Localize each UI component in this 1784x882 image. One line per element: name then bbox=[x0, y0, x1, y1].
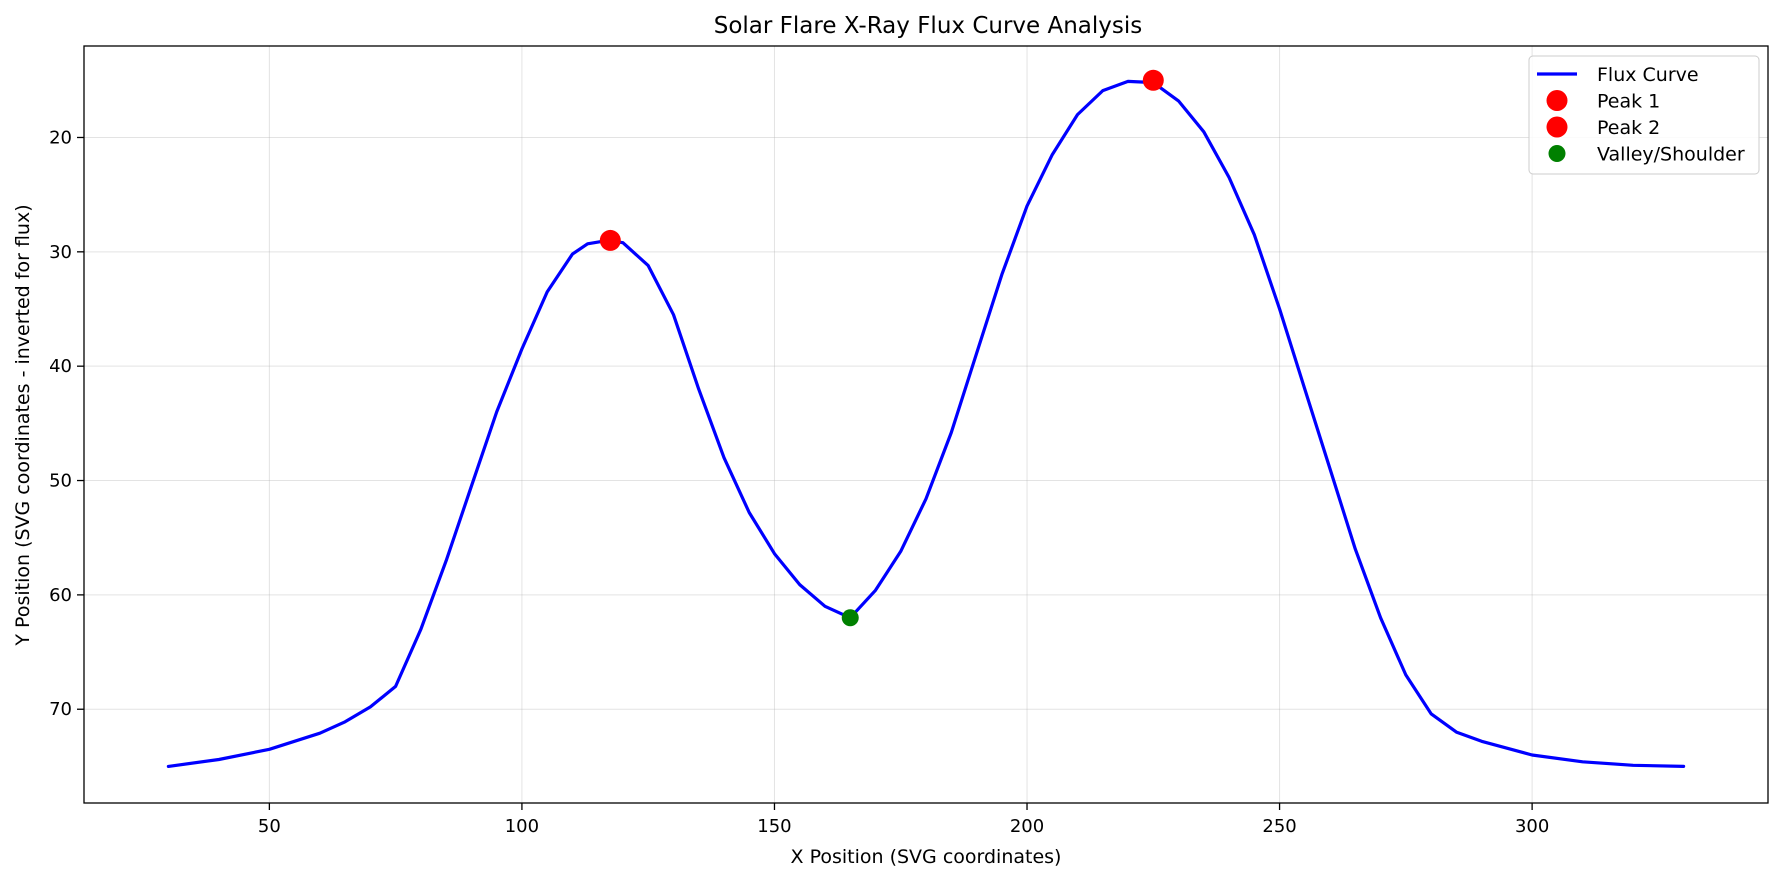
y-tick-label: 40 bbox=[49, 356, 72, 377]
marker-peak-1 bbox=[599, 229, 621, 251]
legend-swatch-marker bbox=[1546, 116, 1568, 138]
legend: Flux Curve Peak 1 Peak 2 Valley/Shoulder bbox=[1528, 55, 1760, 175]
legend-label: Peak 1 bbox=[1597, 91, 1660, 113]
series-layer bbox=[166, 69, 1686, 768]
plot-area bbox=[83, 45, 1769, 804]
chart-title: Solar Flare X-Ray Flux Curve Analysis bbox=[714, 13, 1143, 39]
marker-valley-shoulder bbox=[841, 609, 859, 627]
plot-frame bbox=[83, 45, 1769, 804]
grid bbox=[84, 46, 1768, 803]
series-line-flux-curve bbox=[166, 79, 1686, 768]
x-tick-label: 250 bbox=[1262, 816, 1296, 837]
y-tick-label: 70 bbox=[49, 699, 72, 720]
marker-peak-2 bbox=[1142, 69, 1164, 91]
legend-label: Flux Curve bbox=[1597, 64, 1699, 86]
legend-swatch-marker bbox=[1546, 90, 1568, 111]
y-tick-label: 30 bbox=[49, 242, 72, 263]
y-axis-label: Y Position (SVG coordinates - inverted f… bbox=[12, 204, 34, 646]
x-tick-label: 150 bbox=[757, 816, 791, 837]
x-tick-label: 300 bbox=[1515, 816, 1549, 837]
x-tick-label: 200 bbox=[1010, 816, 1044, 837]
legend-label: Peak 2 bbox=[1597, 117, 1660, 139]
x-tick-label: 50 bbox=[258, 816, 281, 837]
x-axis: 50 100 150 200 250 300 bbox=[258, 803, 1549, 837]
y-axis: 20 30 40 50 60 70 bbox=[49, 127, 84, 720]
x-axis-label: X Position (SVG coordinates) bbox=[791, 846, 1062, 868]
y-tick-label: 20 bbox=[49, 127, 72, 148]
legend-swatch-marker bbox=[1548, 145, 1566, 162]
y-tick-label: 60 bbox=[49, 585, 72, 606]
legend-label: Valley/Shoulder bbox=[1597, 144, 1745, 166]
legend-box bbox=[1528, 55, 1760, 175]
x-tick-label: 100 bbox=[505, 816, 539, 837]
y-tick-label: 50 bbox=[49, 471, 72, 492]
